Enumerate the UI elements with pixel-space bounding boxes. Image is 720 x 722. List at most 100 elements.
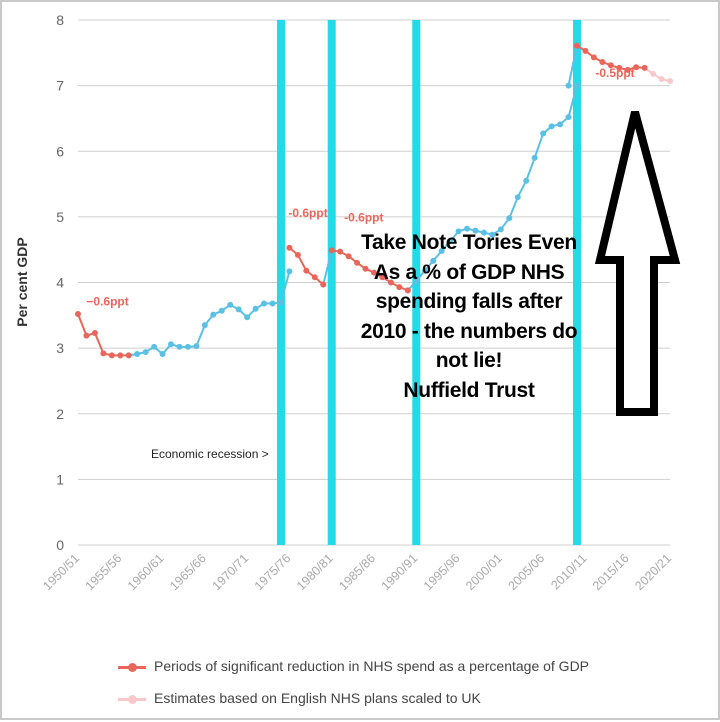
data-point-main <box>277 299 284 306</box>
legend-label-estimate: Estimates based on English NHS plans sca… <box>154 690 481 706</box>
data-point-main <box>218 307 225 314</box>
data-point-main <box>464 225 471 232</box>
series-line-reduction <box>331 249 409 292</box>
recession-bar <box>276 20 285 545</box>
legend-dot-reduction <box>128 663 137 672</box>
data-point-reduction <box>320 281 327 288</box>
y-tick-label: 3 <box>56 340 64 356</box>
x-tick-label: 1955/56 <box>83 551 125 593</box>
data-point-reduction <box>641 64 648 71</box>
data-point-main <box>472 227 479 234</box>
data-point-main <box>151 343 158 350</box>
data-point-main <box>480 229 487 236</box>
data-point-main <box>413 278 420 285</box>
series-line-reduction <box>288 246 324 286</box>
data-point-main <box>142 349 149 356</box>
data-point-main <box>531 154 538 161</box>
series-line-main <box>567 45 578 86</box>
data-point-main <box>201 322 208 329</box>
data-point-main <box>557 121 564 128</box>
data-point-reduction <box>616 64 623 71</box>
data-point-reduction <box>362 265 369 272</box>
data-point-main <box>514 194 521 201</box>
data-point-reduction <box>83 332 90 339</box>
change-annotation: -0.5ppt <box>595 66 634 80</box>
data-point-reduction <box>328 247 335 254</box>
data-point-reduction <box>117 352 124 359</box>
overlay-annotation-text: Take Note Tories Even As a % of GDP NHS … <box>360 231 578 402</box>
data-point-reduction <box>337 248 344 255</box>
series-line-main <box>128 271 291 357</box>
y-tick-label: 1 <box>56 471 64 487</box>
series-line-estimate <box>644 67 671 83</box>
data-point-main <box>184 343 191 350</box>
data-point-main <box>286 268 293 275</box>
x-tick-label: 1960/61 <box>125 551 167 593</box>
data-point-main <box>261 300 268 307</box>
data-point-reduction <box>607 62 614 69</box>
x-tick-label: 1995/96 <box>421 551 463 593</box>
data-point-reduction <box>387 279 394 286</box>
data-point-main <box>573 82 580 89</box>
data-point-reduction <box>599 59 606 65</box>
data-point-reduction <box>345 253 352 260</box>
x-tick-label: 2015/16 <box>590 551 632 593</box>
data-point-main <box>548 123 555 130</box>
x-tick-label: 2005/06 <box>505 551 547 593</box>
data-point-main <box>523 177 530 184</box>
data-point-main <box>447 238 454 245</box>
data-point-main <box>430 257 437 264</box>
data-point-main <box>210 311 217 318</box>
data-point-reduction <box>311 274 318 281</box>
data-point-main <box>497 226 504 233</box>
recession-bar <box>327 20 336 545</box>
legend-label-reduction: Periods of significant reduction in NHS … <box>154 658 590 674</box>
x-tick-label: 1965/66 <box>167 551 209 593</box>
y-tick-label: 2 <box>56 406 64 422</box>
data-point-main <box>168 341 175 348</box>
x-tick-label: 1950/51 <box>40 551 82 593</box>
data-point-main <box>421 267 428 274</box>
x-tick-label: 1990/91 <box>379 551 421 593</box>
data-point-main <box>455 228 462 235</box>
data-point-main <box>159 351 166 358</box>
change-annotation: −0.6ppt <box>86 294 128 308</box>
data-point-main <box>244 314 251 321</box>
data-point-reduction <box>573 42 580 49</box>
recession-label: Economic recession > <box>151 447 269 461</box>
data-point-reduction <box>404 287 411 294</box>
data-point-reduction <box>100 350 107 357</box>
data-point-reduction <box>303 267 310 274</box>
data-point-reduction <box>624 66 631 73</box>
data-point-main <box>565 82 572 89</box>
data-point-main <box>565 114 572 121</box>
legend-dot-estimate <box>128 695 137 704</box>
data-point-reduction <box>396 284 403 291</box>
data-point-main <box>176 343 183 350</box>
y-tick-label: 6 <box>56 143 64 159</box>
data-point-reduction <box>294 251 301 258</box>
data-point-main <box>489 231 496 238</box>
data-point-main <box>438 248 445 254</box>
data-point-estimate <box>658 76 665 83</box>
data-point-reduction <box>286 244 293 251</box>
x-tick-label: 2010/11 <box>548 551 589 592</box>
data-point-reduction <box>371 269 377 276</box>
x-tick-label: 2020/21 <box>632 551 674 593</box>
y-tick-label: 7 <box>56 78 64 94</box>
series-line-main <box>322 250 333 285</box>
data-point-reduction <box>379 274 386 281</box>
x-tick-label: 1985/86 <box>336 551 378 593</box>
data-point-main <box>506 215 513 222</box>
data-point-main <box>193 343 200 350</box>
recession-bar <box>572 20 581 545</box>
x-tick-label: 1980/81 <box>294 551 336 593</box>
x-tick-label: 1975/76 <box>252 551 294 593</box>
y-axis-label: Per cent GDP <box>14 237 30 326</box>
data-point-main <box>252 305 259 312</box>
data-point-reduction <box>354 259 361 266</box>
data-point-main <box>540 130 547 137</box>
y-tick-label: 5 <box>56 209 64 225</box>
